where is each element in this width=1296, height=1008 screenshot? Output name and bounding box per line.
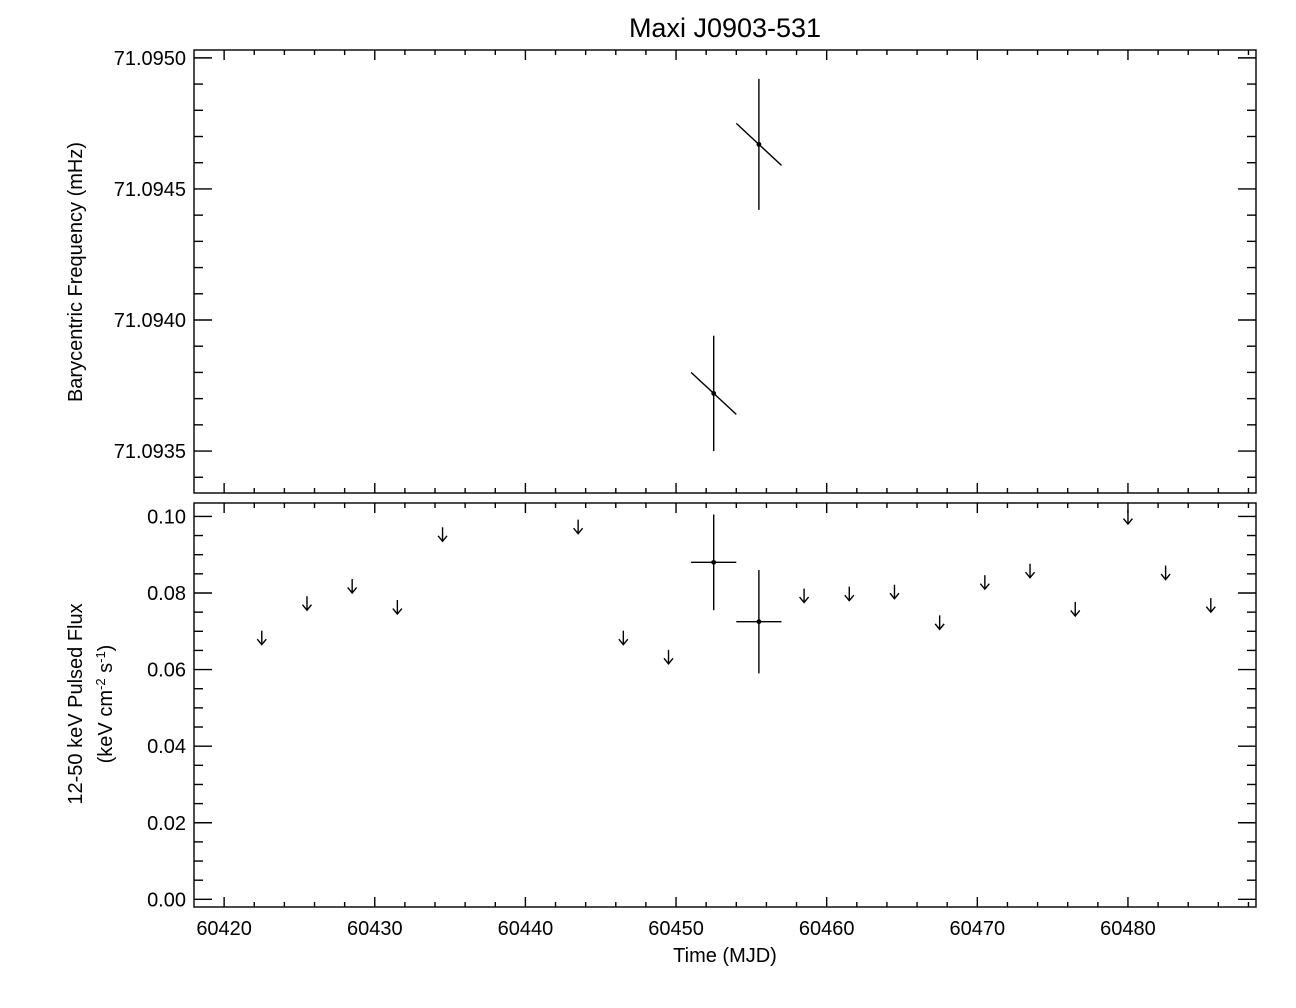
- x-tick-label: 60480: [1100, 918, 1156, 940]
- flux-upper-limit-1: [256, 630, 267, 646]
- flux-detection-1: [691, 514, 737, 611]
- plot-frame: [193, 49, 1257, 494]
- flux-upper-limit-4: [392, 600, 403, 616]
- flux-upper-limit-5: [437, 527, 448, 543]
- flux-upper-limit-12: [934, 615, 945, 631]
- frequency-y-axis-label: Barycentric Frequency (mHz): [65, 142, 87, 402]
- upper-limit-arrow-head: [256, 638, 267, 646]
- upper-limit-arrow-head: [301, 604, 313, 612]
- y-tick-label: 71.0950: [114, 48, 186, 70]
- flux-upper-limit-15: [1070, 601, 1081, 618]
- x-tick-label: 60420: [196, 918, 252, 940]
- upper-limit-arrow-head: [1070, 610, 1081, 618]
- x-tick-label: 60450: [648, 918, 704, 940]
- upper-limit-arrow-head: [347, 587, 358, 595]
- flux-upper-limit-8: [663, 649, 674, 665]
- flux-upper-limit-13: [979, 575, 990, 591]
- upper-limit-arrow-head: [1205, 606, 1216, 614]
- upper-limit-arrow-head: [573, 527, 584, 535]
- flux-detection-2: [736, 570, 782, 674]
- y-tick-label: 71.0940: [114, 310, 186, 332]
- upper-limit-arrow-head: [1122, 518, 1133, 526]
- flux-upper-limit-11: [889, 584, 900, 600]
- flux-upper-limit-2: [301, 596, 313, 612]
- flux-upper-limit-10: [844, 586, 855, 602]
- flux-upper-limit-14: [1025, 563, 1036, 579]
- flux-upper-limit-17: [1160, 565, 1171, 581]
- plot-frame: [193, 502, 1257, 908]
- upper-limit-arrow-head: [844, 594, 855, 602]
- y-tick-label: 71.0935: [114, 441, 186, 463]
- upper-limit-arrow-head: [663, 657, 674, 665]
- flux-panel: 60420 60430 60440 60450 60460 60470 60480 0.00 0…: [147, 502, 1257, 940]
- chart-title: Maxi J0903-531: [629, 13, 821, 43]
- frequency-marker: [711, 390, 717, 396]
- flux-upper-limit-7: [618, 630, 629, 646]
- flux-upper-limit-3: [347, 578, 358, 595]
- y-tick-label: 0.08: [147, 583, 186, 605]
- y-tick-label: 0.06: [147, 660, 186, 682]
- frequency-point-2: [735, 78, 782, 210]
- x-axis-label: Time (MJD): [673, 945, 777, 967]
- upper-limit-arrow-head: [1160, 573, 1171, 581]
- flux-marker: [756, 619, 762, 625]
- flux-upper-limit-18: [1205, 598, 1216, 614]
- upper-limit-arrow-head: [979, 583, 990, 591]
- upper-limit-arrow-head: [889, 592, 900, 600]
- x-tick-label: 60470: [950, 918, 1006, 940]
- x-tick-label: 60430: [347, 918, 403, 940]
- y-tick-label: 71.0945: [114, 179, 186, 201]
- frequency-panel: 71.0935 71.0940 71.0945 71.0950: [114, 48, 1257, 494]
- flux-upper-limit-16: [1122, 510, 1133, 526]
- y-tick-label: 0.02: [147, 813, 186, 835]
- upper-limit-arrow-head: [392, 608, 403, 616]
- flux-y-axis-label-units: (keV cm-2 s-1): [93, 645, 118, 764]
- y-tick-label: 0.00: [147, 889, 186, 911]
- upper-limit-arrow-head: [934, 623, 945, 631]
- upper-limit-arrow-head: [618, 638, 629, 646]
- flux-upper-limit-6: [573, 519, 584, 535]
- upper-limit-arrow-head: [1025, 571, 1036, 579]
- y-tick-label: 0.10: [147, 506, 186, 528]
- flux-y-axis-label-line1: 12-50 keV Pulsed Flux: [65, 603, 87, 804]
- x-tick-label: 60460: [799, 918, 855, 940]
- flux-upper-limit-9: [799, 588, 810, 604]
- upper-limit-arrow-head: [437, 535, 448, 543]
- flux-y-axis-label: 12-50 keV Pulsed Flux: [65, 603, 87, 804]
- frequency-marker: [756, 141, 762, 147]
- upper-limit-arrow-head: [799, 596, 810, 604]
- x-tick-label: 60440: [498, 918, 554, 940]
- frequency-point-1: [690, 335, 737, 452]
- flux-marker: [711, 559, 717, 565]
- y-tick-label: 0.04: [147, 736, 186, 758]
